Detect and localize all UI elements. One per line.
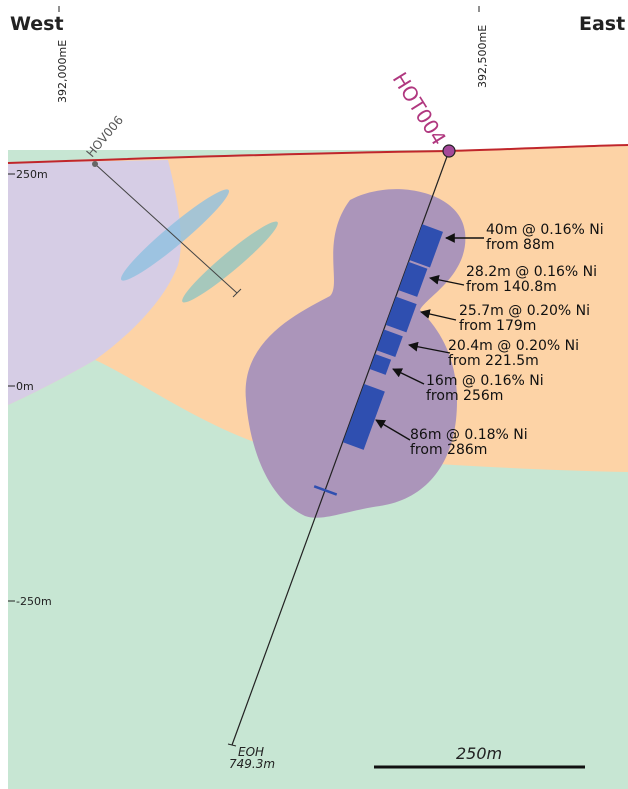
intercept-from: from 286m [410, 442, 487, 458]
intercept-grade: 25.7m @ 0.20% Ni [459, 303, 590, 319]
page: West East 392,000mE 392,500mE 250m 0m -2… [0, 0, 628, 789]
hole-name: HOT004 [388, 68, 451, 150]
intercept-from: from 88m [486, 237, 554, 253]
intercept-grade: 40m @ 0.16% Ni [486, 222, 604, 238]
east-label: East [579, 13, 625, 35]
intercept-grade: 16m @ 0.16% Ni [426, 373, 544, 389]
elevation: -250m [16, 595, 52, 608]
elevation: 250m [16, 168, 48, 181]
collar [443, 145, 455, 157]
intercept-grade: 28.2m @ 0.16% Ni [466, 264, 597, 280]
elevation: 0m [16, 380, 34, 393]
easting: 392,000mE [56, 40, 69, 103]
west-label: West [10, 13, 64, 35]
intercept-grade: 86m @ 0.18% Ni [410, 427, 528, 443]
intercept-from: from 221.5m [448, 353, 539, 369]
intercept-from: from 140.8m [466, 279, 557, 295]
scale-label: 250m [456, 744, 502, 763]
cross-section: West East 392,000mE 392,500mE 250m 0m -2… [0, 0, 628, 789]
easting: 392,500mE [476, 25, 489, 88]
intercept-from: from 179m [459, 318, 536, 334]
collar [92, 161, 98, 167]
eoh-depth: 749.3m [229, 757, 275, 771]
intercept-from: from 256m [426, 388, 503, 404]
intercept-grade: 20.4m @ 0.20% Ni [448, 338, 579, 354]
